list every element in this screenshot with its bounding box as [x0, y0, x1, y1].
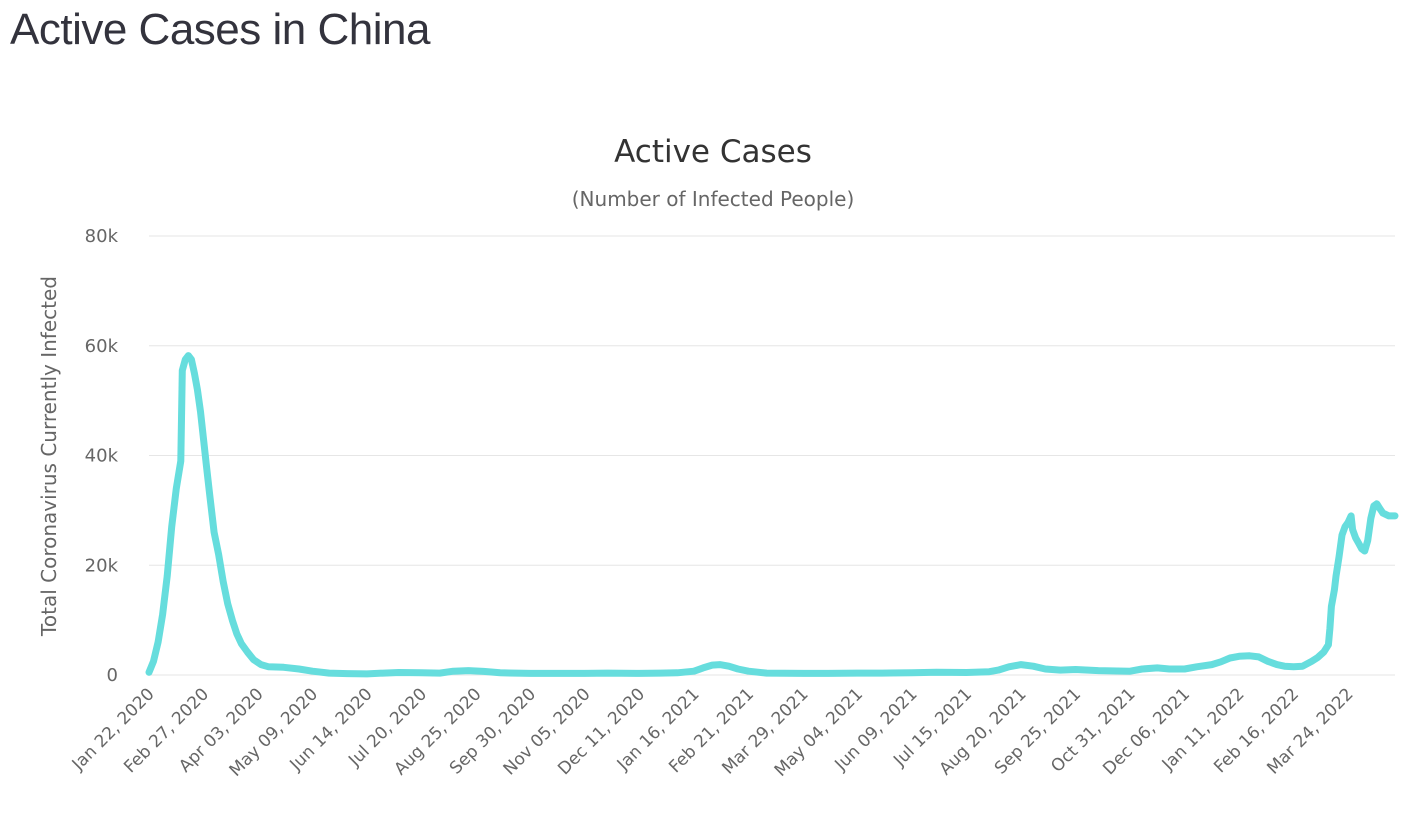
y-tick-label: 60k	[85, 336, 119, 357]
y-axis-ticks: 0 20k 40k 60k 80k	[85, 226, 119, 686]
grid-lines	[149, 235, 1395, 676]
y-tick-label: 80k	[85, 226, 119, 247]
y-axis-label: Total Coronavirus Currently Infected	[37, 276, 61, 637]
chart-title: Active Cases	[614, 134, 812, 170]
y-tick-label: 40k	[85, 446, 119, 467]
y-tick-label: 0	[107, 665, 118, 686]
chart-subtitle: (Number of Infected People)	[572, 187, 855, 211]
series-group	[145, 352, 1399, 678]
page-title: Active Cases in China	[10, 5, 430, 54]
y-tick-label: 20k	[85, 555, 119, 576]
series-line	[145, 352, 1399, 678]
